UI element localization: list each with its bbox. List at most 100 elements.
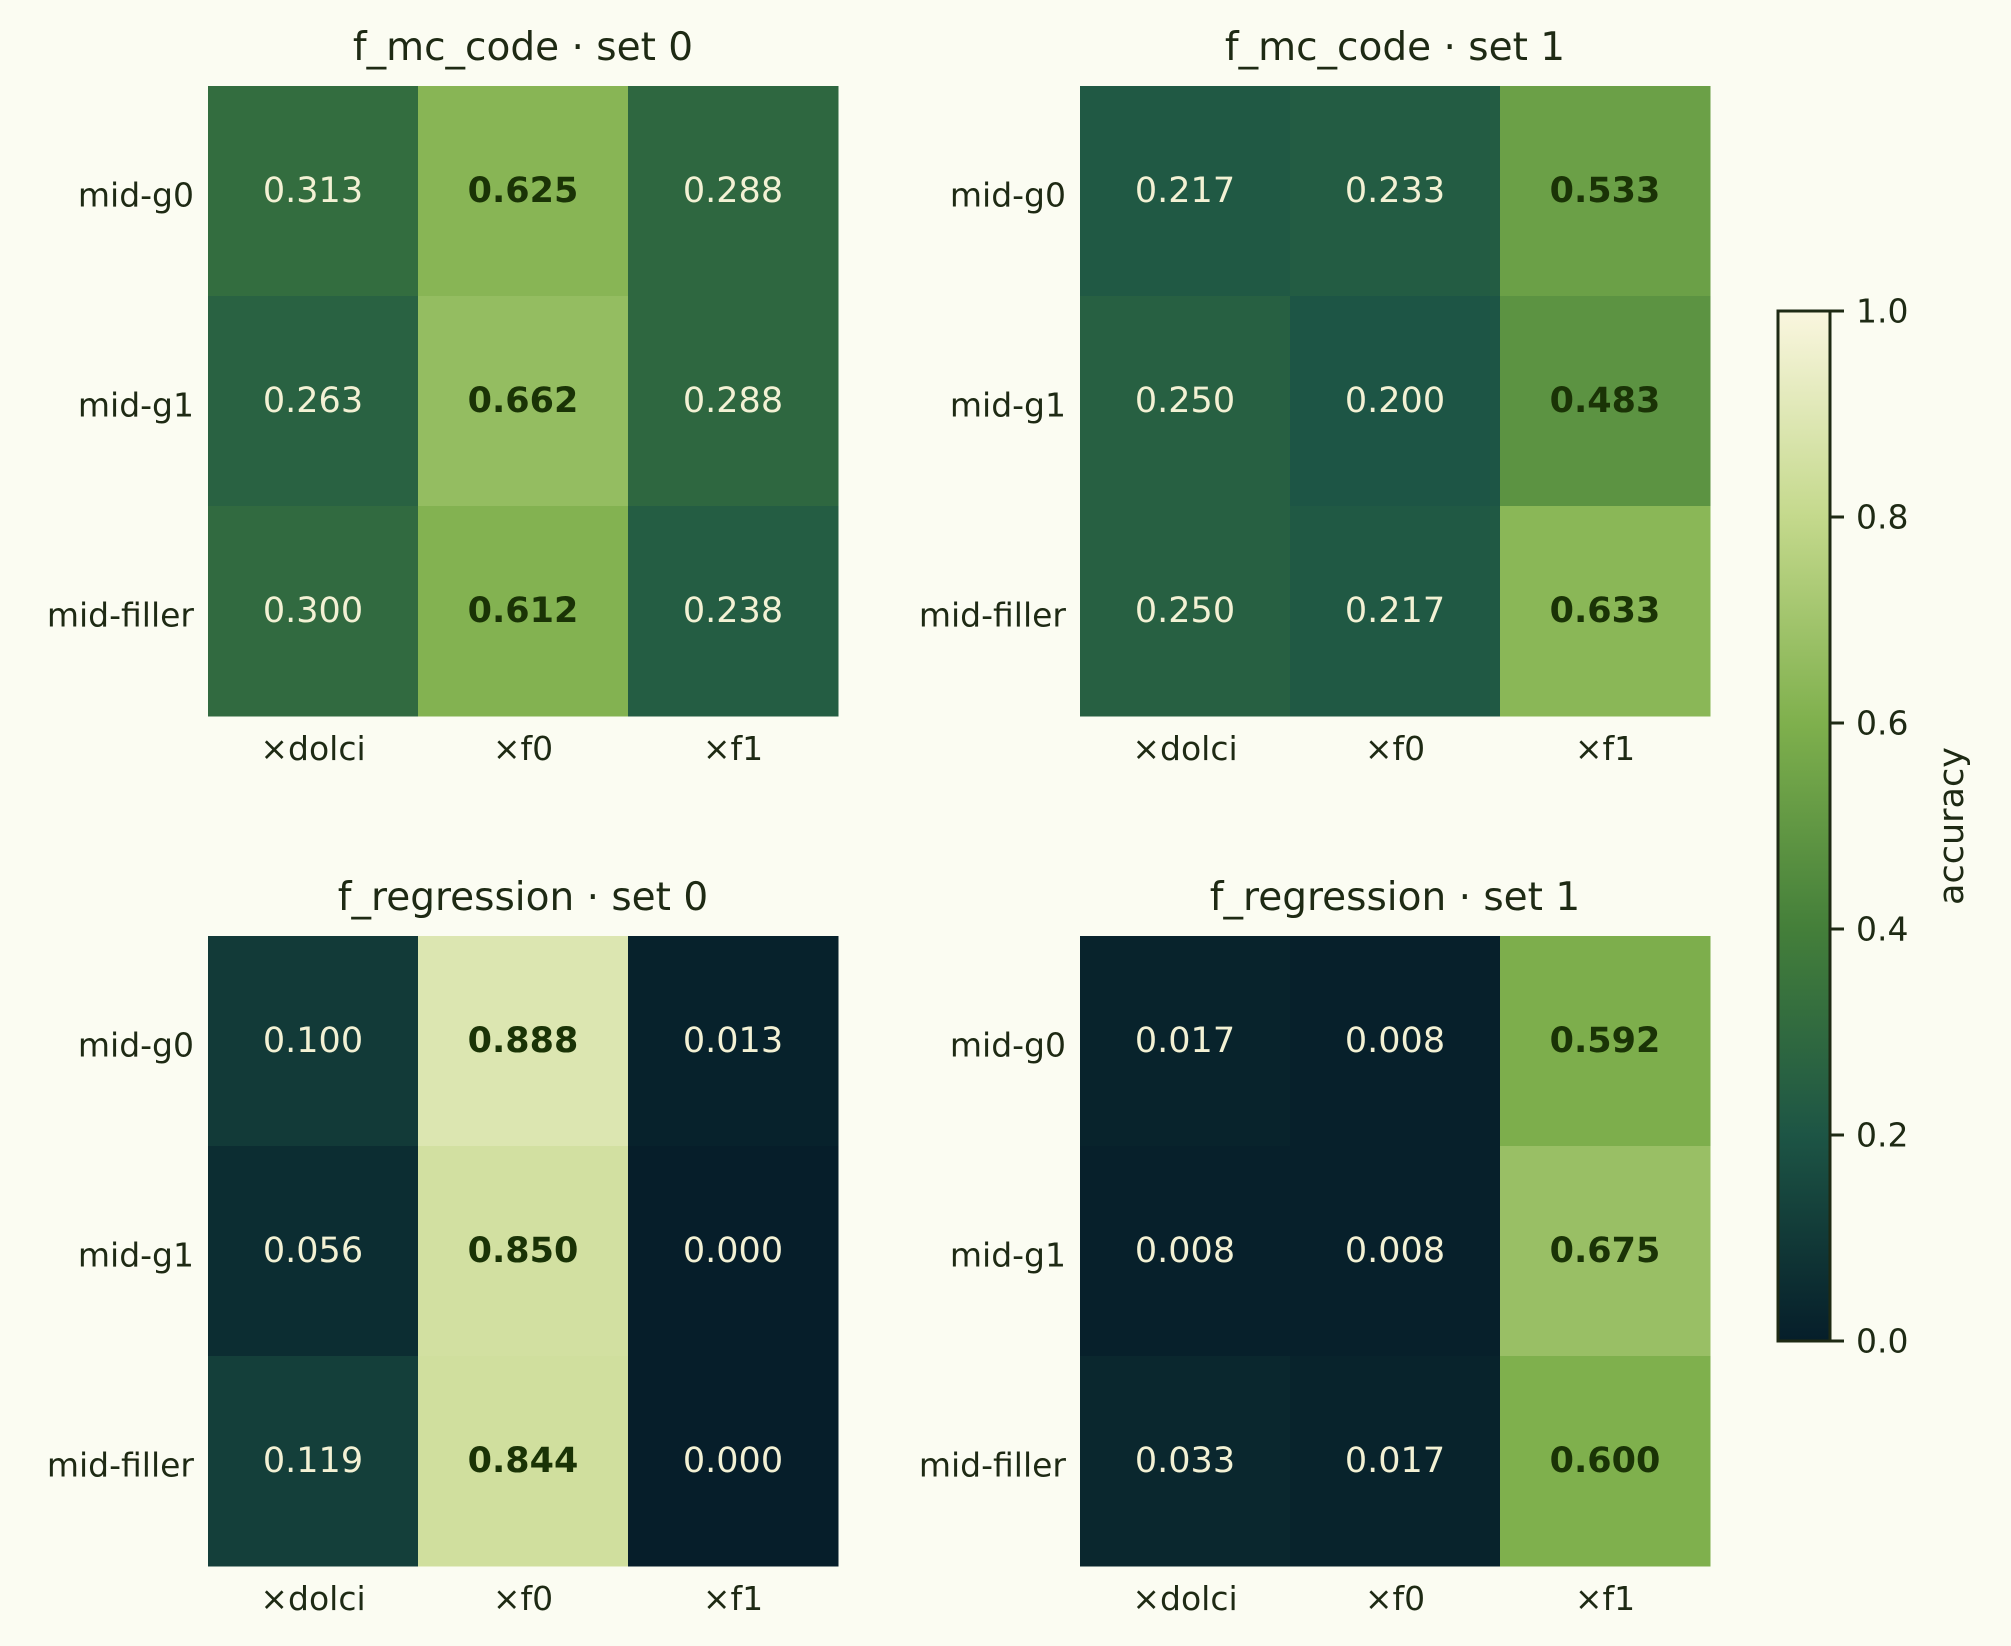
cell-value-label: 0.000 <box>683 1231 783 1271</box>
cell-value-label: 0.008 <box>1135 1231 1235 1271</box>
row-label: mid-g0 <box>950 1026 1066 1065</box>
cell-value-label: 0.313 <box>263 171 363 211</box>
heatmap-cell <box>418 1146 629 1357</box>
row-label: mid-g0 <box>950 176 1066 215</box>
heatmap-cell <box>1080 1146 1291 1357</box>
panel-title: f_regression · set 1 <box>1210 875 1580 920</box>
heatmap-cell <box>1080 86 1291 297</box>
column-label: ×dolci <box>1132 729 1237 768</box>
heatmap-cell <box>1080 1356 1291 1567</box>
row-label: mid-g0 <box>78 1026 194 1065</box>
cell-value-label: 0.662 <box>468 381 579 421</box>
heatmap-cell <box>628 86 839 297</box>
cell-value-label: 0.288 <box>683 381 783 421</box>
heatmap-cell <box>1080 296 1291 507</box>
heatmap-cell <box>628 506 839 717</box>
column-label: ×f0 <box>1365 1579 1425 1618</box>
heatmap-panel: f_mc_code · set 1 0.217 0.233 0.533 0.250 0.2… <box>919 25 1711 768</box>
heatmap-cell <box>1500 506 1711 717</box>
panel-title: f_mc_code · set 0 <box>353 25 693 70</box>
cell-value-label: 0.592 <box>1550 1021 1661 1061</box>
colorbar-tick-label: 0.0 <box>1856 1322 1908 1361</box>
panel-title: f_mc_code · set 1 <box>1225 25 1565 70</box>
heatmap-cell <box>208 936 419 1147</box>
colorbar-tick-label: 0.8 <box>1856 498 1908 537</box>
cell-value-label: 0.288 <box>683 171 783 211</box>
row-label: mid-filler <box>47 596 195 635</box>
heatmap-cell <box>628 1356 839 1567</box>
heatmap-panel: f_regression · set 1 0.017 0.008 0.592 0.008… <box>919 875 1711 1618</box>
cell-value-label: 0.033 <box>1135 1441 1235 1481</box>
cell-value-label: 0.263 <box>263 381 363 421</box>
cell-value-label: 0.850 <box>468 1231 579 1271</box>
cell-value-label: 0.013 <box>683 1021 783 1061</box>
cell-value-label: 0.233 <box>1345 171 1445 211</box>
cell-value-label: 0.625 <box>468 171 579 211</box>
column-label: ×f0 <box>493 729 553 768</box>
heatmap-cell <box>208 296 419 507</box>
heatmap-cell <box>628 1146 839 1357</box>
cell-value-label: 0.200 <box>1345 381 1445 421</box>
cell-value-label: 0.533 <box>1550 171 1661 211</box>
cell-value-label: 0.000 <box>683 1441 783 1481</box>
heatmap-cell <box>418 936 629 1147</box>
colorbar-tick-label: 0.2 <box>1856 1116 1908 1155</box>
cell-value-label: 0.217 <box>1135 171 1235 211</box>
heatmap-cell <box>208 506 419 717</box>
row-label: mid-g1 <box>950 386 1066 425</box>
cell-value-label: 0.675 <box>1550 1231 1661 1271</box>
heatmap-cell <box>418 86 629 297</box>
cell-value-label: 0.017 <box>1135 1021 1235 1061</box>
heatmap-cell <box>418 1356 629 1567</box>
heatmap-cell <box>1290 86 1501 297</box>
cell-value-label: 0.100 <box>263 1021 363 1061</box>
heatmap-cell <box>1500 1356 1711 1567</box>
heatmap-cell <box>418 506 629 717</box>
colorbar-tick-label: 0.6 <box>1856 704 1908 743</box>
colorbar-label: accuracy <box>1932 747 1972 905</box>
heatmap-panel: f_regression · set 0 0.100 0.888 0.013 0.056… <box>47 875 839 1618</box>
cell-value-label: 0.217 <box>1345 591 1445 631</box>
cell-value-label: 0.119 <box>263 1441 363 1481</box>
heatmap-cell <box>1500 296 1711 507</box>
cell-value-label: 0.300 <box>263 591 363 631</box>
cell-value-label: 0.238 <box>683 591 783 631</box>
heatmap-cell <box>628 936 839 1147</box>
cell-value-label: 0.633 <box>1550 591 1661 631</box>
column-label: ×f0 <box>493 1579 553 1618</box>
heatmap-cell <box>1080 936 1291 1147</box>
column-label: ×f1 <box>1575 729 1635 768</box>
panel-title: f_regression · set 0 <box>338 875 708 920</box>
heatmap-cell <box>1290 296 1501 507</box>
cell-value-label: 0.017 <box>1345 1441 1445 1481</box>
row-label: mid-filler <box>919 596 1067 635</box>
column-label: ×dolci <box>260 1579 365 1618</box>
heatmap-panel: f_mc_code · set 0 0.313 0.625 0.288 0.263 0.6… <box>47 25 839 768</box>
heatmap-cell <box>418 296 629 507</box>
row-label: mid-g0 <box>78 176 194 215</box>
column-label: ×f1 <box>703 1579 763 1618</box>
colorbar: 0.0 0.2 0.4 0.6 0.8 1.0 accuracy <box>1776 292 1972 1361</box>
heatmap-cell <box>1290 1146 1501 1357</box>
row-label: mid-g1 <box>78 386 194 425</box>
cell-value-label: 0.250 <box>1135 381 1235 421</box>
heatmap-cell <box>1500 936 1711 1147</box>
cell-value-label: 0.483 <box>1550 381 1661 421</box>
column-label: ×f1 <box>1575 1579 1635 1618</box>
heatmap-cell <box>208 86 419 297</box>
cell-value-label: 0.888 <box>468 1021 579 1061</box>
colorbar-tick-label: 1.0 <box>1856 292 1908 331</box>
heatmap-panels: f_mc_code · set 0 0.313 0.625 0.288 0.263 0.6… <box>47 25 1711 1618</box>
column-label: ×f1 <box>703 729 763 768</box>
column-label: ×dolci <box>1132 1579 1237 1618</box>
heatmap-cell <box>208 1146 419 1357</box>
colorbar-tick-label: 0.4 <box>1856 910 1908 949</box>
cell-value-label: 0.250 <box>1135 591 1235 631</box>
heatmap-cell <box>628 296 839 507</box>
row-label: mid-filler <box>919 1446 1067 1485</box>
heatmap-cell <box>208 1356 419 1567</box>
heatmap-cell <box>1500 1146 1711 1357</box>
column-label: ×f0 <box>1365 729 1425 768</box>
cell-value-label: 0.008 <box>1345 1231 1445 1271</box>
